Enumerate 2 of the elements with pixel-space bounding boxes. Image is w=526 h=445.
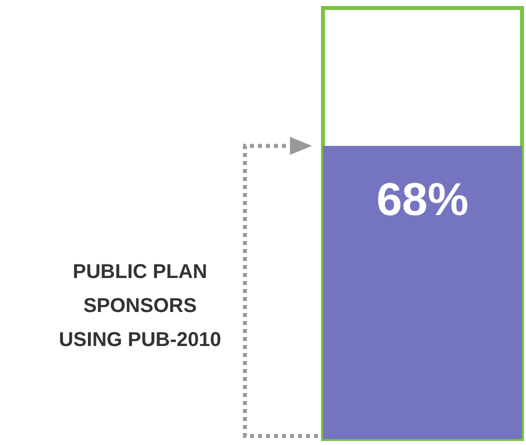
text: PUBLIC PLAN SPONSORS USING PUB-2010	[58, 260, 222, 353]
data-label: 68%	[376, 172, 469, 225]
